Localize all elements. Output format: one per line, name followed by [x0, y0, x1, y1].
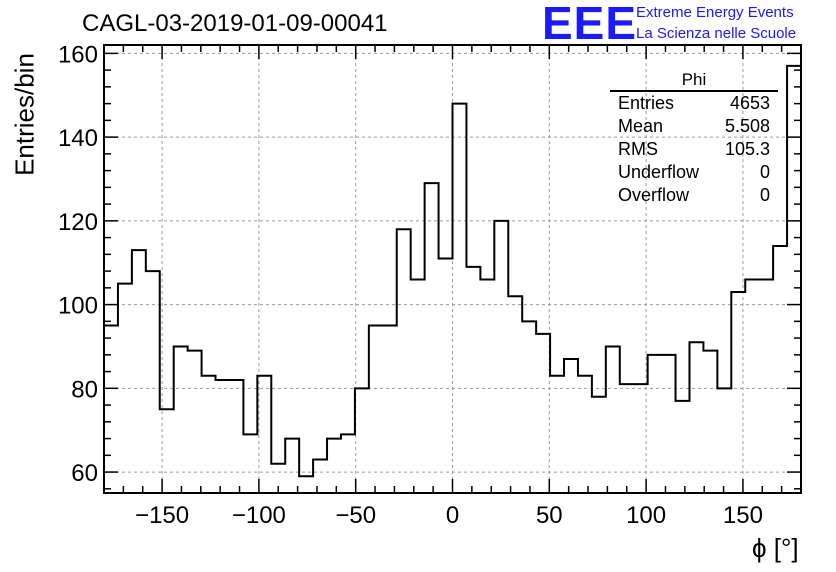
histogram-bin — [285, 439, 299, 493]
chart-title: CAGL-03-2019-01-09-00041 — [82, 10, 388, 37]
histogram-bin — [606, 346, 620, 493]
histogram-bin — [676, 401, 690, 493]
histogram-bin — [397, 229, 411, 493]
axes: −150 −100 −50 0 50 100 150 60 80 100 120 140 160 — [58, 41, 802, 529]
stats-row-rms: RMS 105.3 — [610, 138, 778, 161]
histogram-bin — [453, 104, 467, 493]
histogram-bin — [745, 279, 759, 493]
histogram-bin — [327, 439, 341, 493]
histogram-bin — [257, 376, 271, 493]
stats-value: 105.3 — [724, 139, 770, 159]
histogram-bin — [550, 376, 564, 493]
histogram-bin — [243, 434, 257, 493]
y-tick-label: 160 — [58, 41, 98, 68]
histogram-bin — [439, 259, 453, 493]
stats-value: 5.508 — [724, 116, 770, 136]
stats-label: Mean — [618, 116, 664, 136]
stats-row-overflow: Overflow 0 — [610, 184, 778, 207]
x-tick-label: −100 — [232, 502, 286, 529]
stats-label: Underflow — [618, 162, 700, 182]
histogram-bin — [564, 359, 578, 493]
stats-title: Phi — [610, 70, 778, 92]
histogram-bin — [787, 66, 801, 493]
stats-value: 0 — [759, 185, 770, 205]
stats-value: 4653 — [729, 93, 770, 113]
histogram-bin — [466, 267, 480, 493]
histogram-bin — [494, 221, 508, 493]
y-tick-label: 60 — [71, 460, 98, 487]
histogram-bin — [634, 384, 648, 493]
x-tick-label: 150 — [723, 502, 763, 529]
histogram-bin — [369, 326, 383, 493]
eee-logo: EEE — [542, 0, 638, 49]
histogram-bin — [717, 388, 731, 493]
stats-value: 0 — [759, 162, 770, 182]
x-axis-label: ϕ [°] — [752, 533, 799, 563]
x-tick-label: 0 — [446, 502, 459, 529]
histogram-bin — [662, 355, 676, 493]
histogram-bin — [313, 460, 327, 493]
histogram-bin — [703, 351, 717, 493]
histogram-bin — [383, 326, 397, 493]
histogram-bin — [536, 334, 550, 493]
histogram-bin — [188, 351, 202, 493]
histogram-bin — [132, 250, 146, 493]
histogram-bin — [341, 434, 355, 493]
stats-label: RMS — [618, 139, 658, 159]
histogram-bin — [773, 246, 787, 493]
histogram-bin — [174, 346, 188, 493]
y-tick-label: 80 — [71, 376, 98, 403]
histogram-bin — [118, 284, 132, 493]
histogram-bin — [355, 388, 369, 493]
histogram-bin — [146, 271, 160, 493]
logo-line-1: Extreme Energy Events — [636, 4, 794, 21]
stats-row-mean: Mean 5.508 — [610, 115, 778, 138]
histogram-bin — [578, 376, 592, 493]
stats-label: Overflow — [618, 185, 690, 205]
histogram-bin — [480, 279, 494, 493]
histogram-bin — [731, 292, 745, 493]
x-tick-label: −150 — [135, 502, 189, 529]
y-tick-label: 100 — [58, 293, 98, 320]
histogram-bin — [508, 296, 522, 493]
logo-line-2: La Scienza nelle Scuole — [636, 25, 797, 42]
y-tick-label: 120 — [58, 209, 98, 236]
histogram-bin — [648, 355, 662, 493]
x-tick-label: −50 — [335, 502, 376, 529]
histogram-bin — [759, 279, 773, 493]
y-axis-label: Entries/bin — [9, 53, 40, 176]
histogram-bin — [216, 380, 230, 493]
x-tick-label: 100 — [626, 502, 666, 529]
histogram-outline — [104, 64, 801, 478]
histogram-bin — [620, 384, 634, 493]
histogram-bin — [104, 326, 118, 493]
x-tick-label: 50 — [536, 502, 563, 529]
stats-box: Phi Entries 4653 Mean 5.508 RMS 105.3 Un… — [610, 70, 778, 207]
histogram-bin — [299, 476, 313, 493]
histogram-bin — [229, 380, 243, 493]
stats-row-underflow: Underflow 0 — [610, 161, 778, 184]
histogram-bin — [689, 342, 703, 493]
histogram-bin — [522, 321, 536, 493]
stats-row-entries: Entries 4653 — [610, 92, 778, 115]
histogram-bin — [202, 376, 216, 493]
stats-label: Entries — [618, 93, 675, 113]
y-tick-label: 140 — [58, 125, 98, 152]
histogram-bin — [425, 183, 439, 493]
histogram-bin — [411, 279, 425, 493]
histogram — [104, 64, 801, 493]
histogram-bin — [592, 397, 606, 493]
